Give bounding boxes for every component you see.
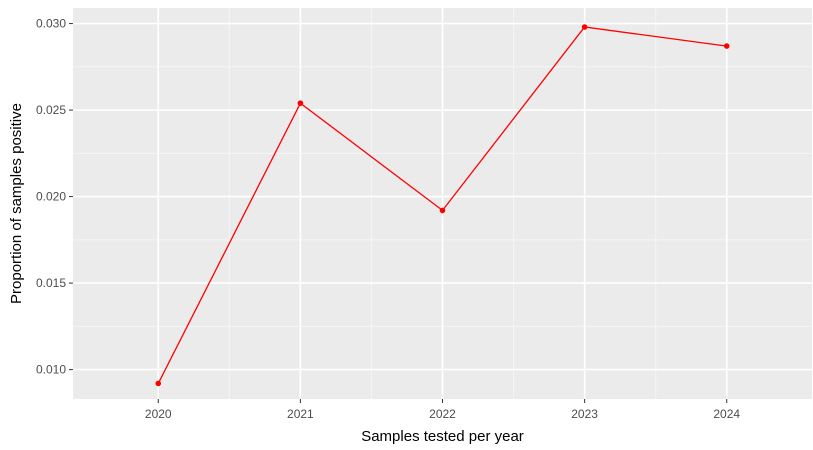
x-tick-label: 2022 bbox=[429, 407, 456, 421]
y-tick-label: 0.025 bbox=[36, 103, 66, 117]
major-gridlines bbox=[73, 8, 812, 399]
y-tick-label: 0.015 bbox=[36, 276, 66, 290]
data-point bbox=[155, 380, 162, 387]
series-layer bbox=[155, 24, 730, 387]
y-axis: 0.010 0.015 0.020 0.025 0.030 bbox=[36, 17, 73, 377]
data-point bbox=[723, 43, 730, 49]
x-axis-title: Samples tested per year bbox=[361, 428, 524, 445]
y-axis-title: Proportion of samples positive bbox=[8, 103, 25, 304]
y-tick-label: 0.030 bbox=[36, 17, 66, 31]
x-tick-label: 2020 bbox=[145, 407, 172, 421]
y-tick-label: 0.010 bbox=[36, 363, 66, 377]
x-tick-label: 2023 bbox=[571, 407, 598, 421]
x-axis: 2020 2021 2022 2023 2024 bbox=[145, 399, 740, 421]
data-point bbox=[581, 24, 588, 30]
x-tick-label: 2024 bbox=[713, 407, 740, 421]
x-tick-label: 2021 bbox=[287, 407, 314, 421]
data-point bbox=[439, 207, 446, 214]
data-point bbox=[297, 100, 304, 106]
y-tick-label: 0.020 bbox=[36, 190, 66, 204]
